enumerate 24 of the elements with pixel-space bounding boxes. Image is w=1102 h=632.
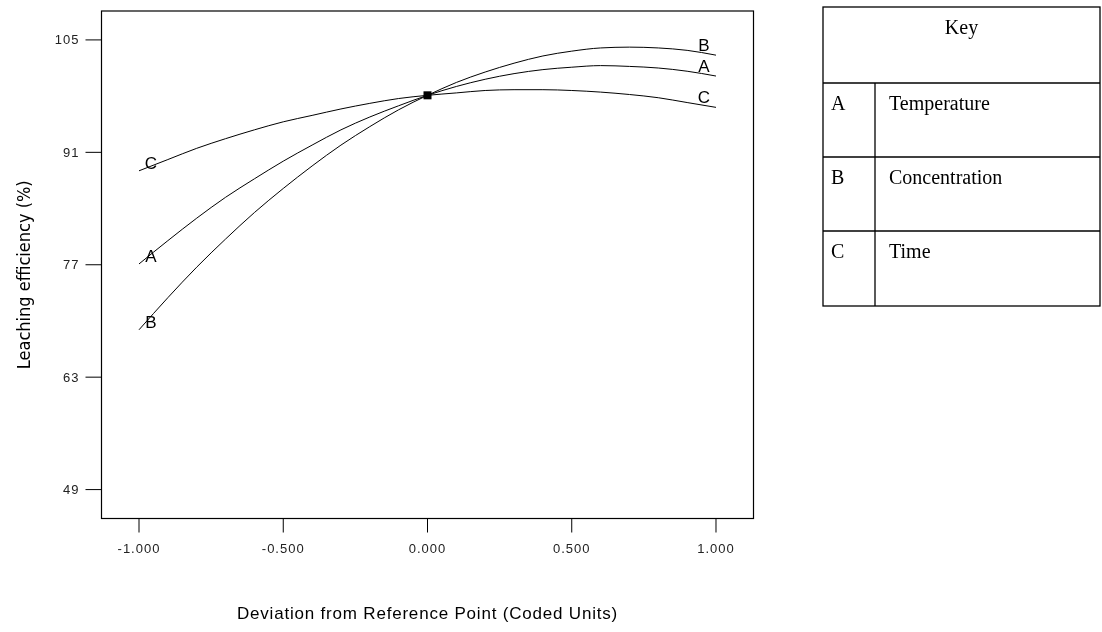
legend-title: Key	[944, 16, 979, 39]
y-tick-label: 91	[63, 144, 80, 160]
x-tick-label: 0.500	[552, 540, 591, 556]
text: B	[831, 166, 845, 188]
series-label: B	[145, 312, 157, 332]
series-label: A	[698, 57, 711, 77]
x-axis-title: Deviation from Reference Point (Coded Units)	[236, 604, 619, 623]
text: A	[831, 92, 846, 114]
x-tick-label: 1.000	[697, 540, 735, 556]
text: C	[831, 240, 845, 262]
y-axis-title: Leaching efficiency (%)	[13, 180, 34, 370]
x-tick-label: -1.000	[117, 540, 161, 556]
y-tick-label: 105	[54, 32, 80, 48]
text: A	[145, 246, 157, 266]
text: Temperature	[889, 92, 990, 115]
text: C	[697, 88, 711, 108]
y-tick-label: 49	[63, 482, 80, 498]
x-tick-label: -0.500	[261, 540, 305, 556]
text: Concentration	[889, 166, 1003, 188]
text: B	[698, 36, 710, 56]
y-tick-label: 63	[63, 369, 80, 385]
x-tick-label: 0.000	[408, 540, 447, 556]
y-tick-label: 77	[63, 257, 80, 273]
text: Time	[889, 240, 931, 262]
